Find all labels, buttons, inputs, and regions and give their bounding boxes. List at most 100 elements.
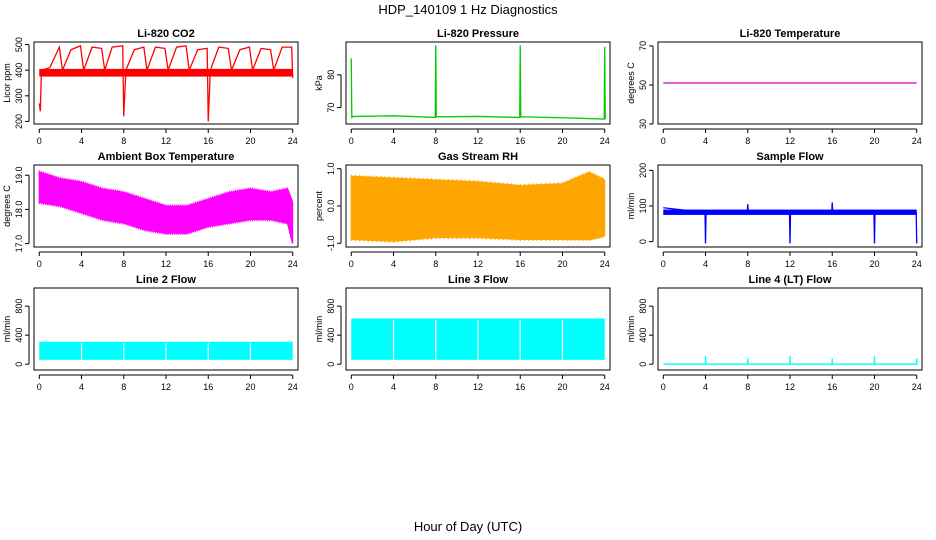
x-tick-label: 24 bbox=[600, 136, 610, 146]
y-tick-label: 50 bbox=[638, 80, 648, 90]
y-tick-label: 400 bbox=[638, 328, 648, 343]
y-axis-label: ml/min bbox=[2, 316, 12, 343]
x-tick-label: 24 bbox=[600, 382, 610, 392]
x-tick-label: 8 bbox=[745, 136, 750, 146]
y-tick-label: 300 bbox=[14, 88, 24, 103]
x-tick-label: 12 bbox=[473, 259, 483, 269]
x-tick-label: 4 bbox=[79, 382, 84, 392]
x-tick-label: 0 bbox=[349, 259, 354, 269]
x-tick-label: 16 bbox=[515, 136, 525, 146]
data-band bbox=[208, 342, 250, 360]
panel-7: Line 2 Flow ml/min 0 4 8 12 16 20 24 0 400 800 bbox=[2, 274, 299, 392]
panel-title: Li-820 Temperature bbox=[740, 28, 841, 40]
y-tick-label: 200 bbox=[14, 114, 24, 129]
y-tick-label: 30 bbox=[638, 119, 648, 129]
x-tick-label: 20 bbox=[245, 259, 255, 269]
y-axis-label: kPa bbox=[314, 75, 324, 91]
plot-frame bbox=[345, 41, 611, 125]
data-line bbox=[663, 356, 918, 365]
x-tick-label: 12 bbox=[785, 259, 795, 269]
y-tick-label: 200 bbox=[638, 163, 648, 178]
x-tick-label: 4 bbox=[391, 136, 396, 146]
x-tick-label: 8 bbox=[745, 382, 750, 392]
x-tick-label: 12 bbox=[473, 382, 483, 392]
panel-title: Gas Stream RH bbox=[438, 151, 518, 163]
data-band bbox=[563, 319, 605, 360]
panel-title: Li-820 Pressure bbox=[437, 28, 519, 40]
panel-title: Li-820 CO2 bbox=[137, 28, 194, 40]
panel-title: Line 2 Flow bbox=[136, 274, 196, 286]
data-line bbox=[38, 44, 294, 122]
y-tick-label: 0 bbox=[638, 239, 648, 244]
y-tick-label: 70 bbox=[326, 103, 336, 113]
x-tick-label: 8 bbox=[121, 382, 126, 392]
x-tick-label: 24 bbox=[912, 382, 922, 392]
x-tick-label: 24 bbox=[600, 259, 610, 269]
y-tick-label: 400 bbox=[14, 63, 24, 78]
x-tick-label: 24 bbox=[288, 259, 298, 269]
x-tick-label: 8 bbox=[433, 382, 438, 392]
plot-frame bbox=[345, 287, 611, 371]
data-band bbox=[39, 68, 293, 77]
y-axis-label: degrees C bbox=[2, 185, 12, 227]
x-tick-label: 16 bbox=[827, 259, 837, 269]
y-tick-label: 1.0 bbox=[326, 162, 336, 175]
x-tick-label: 4 bbox=[391, 259, 396, 269]
panel-title: Line 4 (LT) Flow bbox=[749, 274, 832, 286]
y-tick-label: -1.0 bbox=[326, 236, 336, 252]
x-tick-label: 24 bbox=[912, 259, 922, 269]
panel-4: Ambient Box Temperature degrees C 0 4 8 12 16 2… bbox=[2, 151, 299, 269]
panel-title: Ambient Box Temperature bbox=[98, 151, 235, 163]
x-tick-label: 16 bbox=[203, 259, 213, 269]
panel-title: Line 3 Flow bbox=[448, 274, 508, 286]
x-tick-label: 0 bbox=[349, 382, 354, 392]
x-tick-label: 12 bbox=[161, 136, 171, 146]
plot-frame bbox=[657, 41, 923, 125]
plot-frame bbox=[657, 164, 923, 248]
y-axis-label: Licor ppm bbox=[2, 63, 12, 103]
x-tick-label: 0 bbox=[661, 382, 666, 392]
y-tick-label: 0 bbox=[326, 362, 336, 367]
x-tick-label: 4 bbox=[79, 136, 84, 146]
panel-2: Li-820 Pressure kPa 0 4 8 12 16 20 24 70 80 bbox=[314, 28, 611, 146]
y-tick-label: 0 bbox=[14, 362, 24, 367]
x-tick-label: 20 bbox=[557, 382, 567, 392]
plot-frame bbox=[657, 287, 923, 371]
x-tick-label: 8 bbox=[121, 136, 126, 146]
x-tick-label: 4 bbox=[703, 136, 708, 146]
y-tick-label: 500 bbox=[14, 37, 24, 52]
x-tick-label: 0 bbox=[37, 382, 42, 392]
y-tick-label: 800 bbox=[326, 299, 336, 314]
x-tick-label: 20 bbox=[245, 136, 255, 146]
y-tick-label: 800 bbox=[638, 299, 648, 314]
data-line bbox=[663, 202, 918, 244]
x-tick-label: 24 bbox=[288, 382, 298, 392]
panel-6: Sample Flow ml/min 0 4 8 12 16 20 24 0 100 200 bbox=[626, 151, 923, 269]
x-tick-label: 20 bbox=[869, 259, 879, 269]
x-tick-label: 24 bbox=[288, 136, 298, 146]
y-tick-label: 80 bbox=[326, 70, 336, 80]
x-tick-label: 16 bbox=[515, 382, 525, 392]
y-tick-label: 19.0 bbox=[14, 166, 24, 184]
x-tick-label: 0 bbox=[37, 136, 42, 146]
x-tick-label: 8 bbox=[745, 259, 750, 269]
y-axis-label: ml/min bbox=[626, 193, 636, 220]
x-tick-label: 4 bbox=[79, 259, 84, 269]
x-tick-label: 16 bbox=[203, 136, 213, 146]
y-tick-label: 17.0 bbox=[14, 235, 24, 253]
y-axis-label: degrees C bbox=[626, 62, 636, 104]
x-tick-label: 24 bbox=[912, 136, 922, 146]
panel-3: Li-820 Temperature degrees C 0 4 8 12 16 20 24 30… bbox=[626, 28, 923, 146]
y-tick-label: 0 bbox=[638, 362, 648, 367]
x-tick-label: 20 bbox=[557, 136, 567, 146]
x-tick-label: 8 bbox=[433, 259, 438, 269]
y-tick-label: 800 bbox=[14, 299, 24, 314]
data-band bbox=[394, 319, 436, 360]
data-band bbox=[436, 319, 478, 360]
y-tick-label: 0.0 bbox=[326, 200, 336, 213]
plot-frame bbox=[345, 164, 611, 248]
figure-title: HDP_140109 1 Hz Diagnostics bbox=[378, 2, 558, 17]
x-tick-label: 12 bbox=[161, 382, 171, 392]
data-band bbox=[166, 342, 208, 360]
